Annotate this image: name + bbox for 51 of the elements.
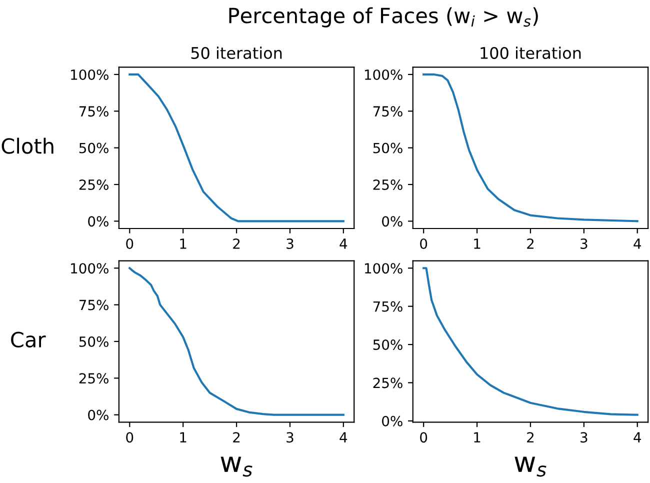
line-series bbox=[422, 73, 638, 222]
x-tick-label: 0 bbox=[420, 238, 428, 249]
y-axis-title: Cloth bbox=[2, 138, 54, 154]
y-tick-label: 25% bbox=[79, 373, 108, 384]
y-tick-label: 75% bbox=[373, 301, 402, 312]
x-axis-title: w$_{s}$ bbox=[514, 456, 546, 477]
y-tick-label: 100% bbox=[364, 69, 402, 80]
y-tick-label: 0% bbox=[382, 416, 402, 426]
y-tick-label: 50% bbox=[79, 142, 108, 154]
y-tick-label: 25% bbox=[373, 179, 402, 190]
y-tick-label: 100% bbox=[364, 263, 402, 274]
y-tick-label: 100% bbox=[71, 263, 108, 274]
y-tick-label: 0% bbox=[88, 410, 108, 420]
y-tick-label: 100% bbox=[71, 69, 108, 80]
y-tick-label: 0% bbox=[88, 216, 108, 227]
x-tick-label: 4 bbox=[340, 432, 348, 442]
y-tick-label: 75% bbox=[373, 106, 402, 117]
x-axis-title: w$_{s}$ bbox=[220, 456, 252, 477]
y-tick-label: 50% bbox=[373, 339, 402, 350]
y-tick-label: 75% bbox=[79, 106, 108, 117]
x-tick-label: 4 bbox=[634, 432, 641, 442]
x-tick-label: 4 bbox=[634, 238, 641, 249]
chart-title: 100 iteration bbox=[480, 46, 581, 60]
x-tick-label: 3 bbox=[286, 238, 294, 249]
y-tick-label: 50% bbox=[79, 336, 108, 347]
x-tick-label: 2 bbox=[233, 238, 240, 249]
y-tick-label: 0% bbox=[382, 216, 402, 227]
x-tick-label: 0 bbox=[126, 432, 134, 443]
x-tick-label: 0 bbox=[420, 432, 428, 443]
y-tick-label: 25% bbox=[373, 378, 402, 388]
x-tick-label: 3 bbox=[286, 432, 294, 443]
x-tick-label: 2 bbox=[527, 238, 534, 249]
x-tick-label: 2 bbox=[233, 432, 240, 442]
x-tick-label: 3 bbox=[580, 238, 588, 249]
text: Percentage of Faces (w$_{i}$ > w$_{s}$) bbox=[229, 7, 538, 28]
y-axis-title: Car bbox=[11, 332, 46, 348]
chart-title: 50 iteration bbox=[191, 46, 282, 60]
line-series bbox=[128, 267, 344, 416]
y-tick-label: 75% bbox=[79, 300, 108, 310]
x-tick-label: 3 bbox=[580, 432, 588, 443]
x-tick-label: 1 bbox=[180, 432, 186, 442]
line-series bbox=[128, 73, 344, 222]
x-tick-label: 1 bbox=[474, 238, 480, 249]
y-tick-label: 50% bbox=[373, 142, 402, 154]
x-tick-label: 0 bbox=[126, 238, 134, 249]
line-series bbox=[422, 267, 638, 416]
y-tick-label: 25% bbox=[79, 179, 108, 190]
x-tick-label: 4 bbox=[340, 238, 348, 249]
x-tick-label: 2 bbox=[527, 432, 534, 442]
x-tick-label: 1 bbox=[474, 432, 480, 442]
x-tick-label: 1 bbox=[180, 238, 186, 249]
